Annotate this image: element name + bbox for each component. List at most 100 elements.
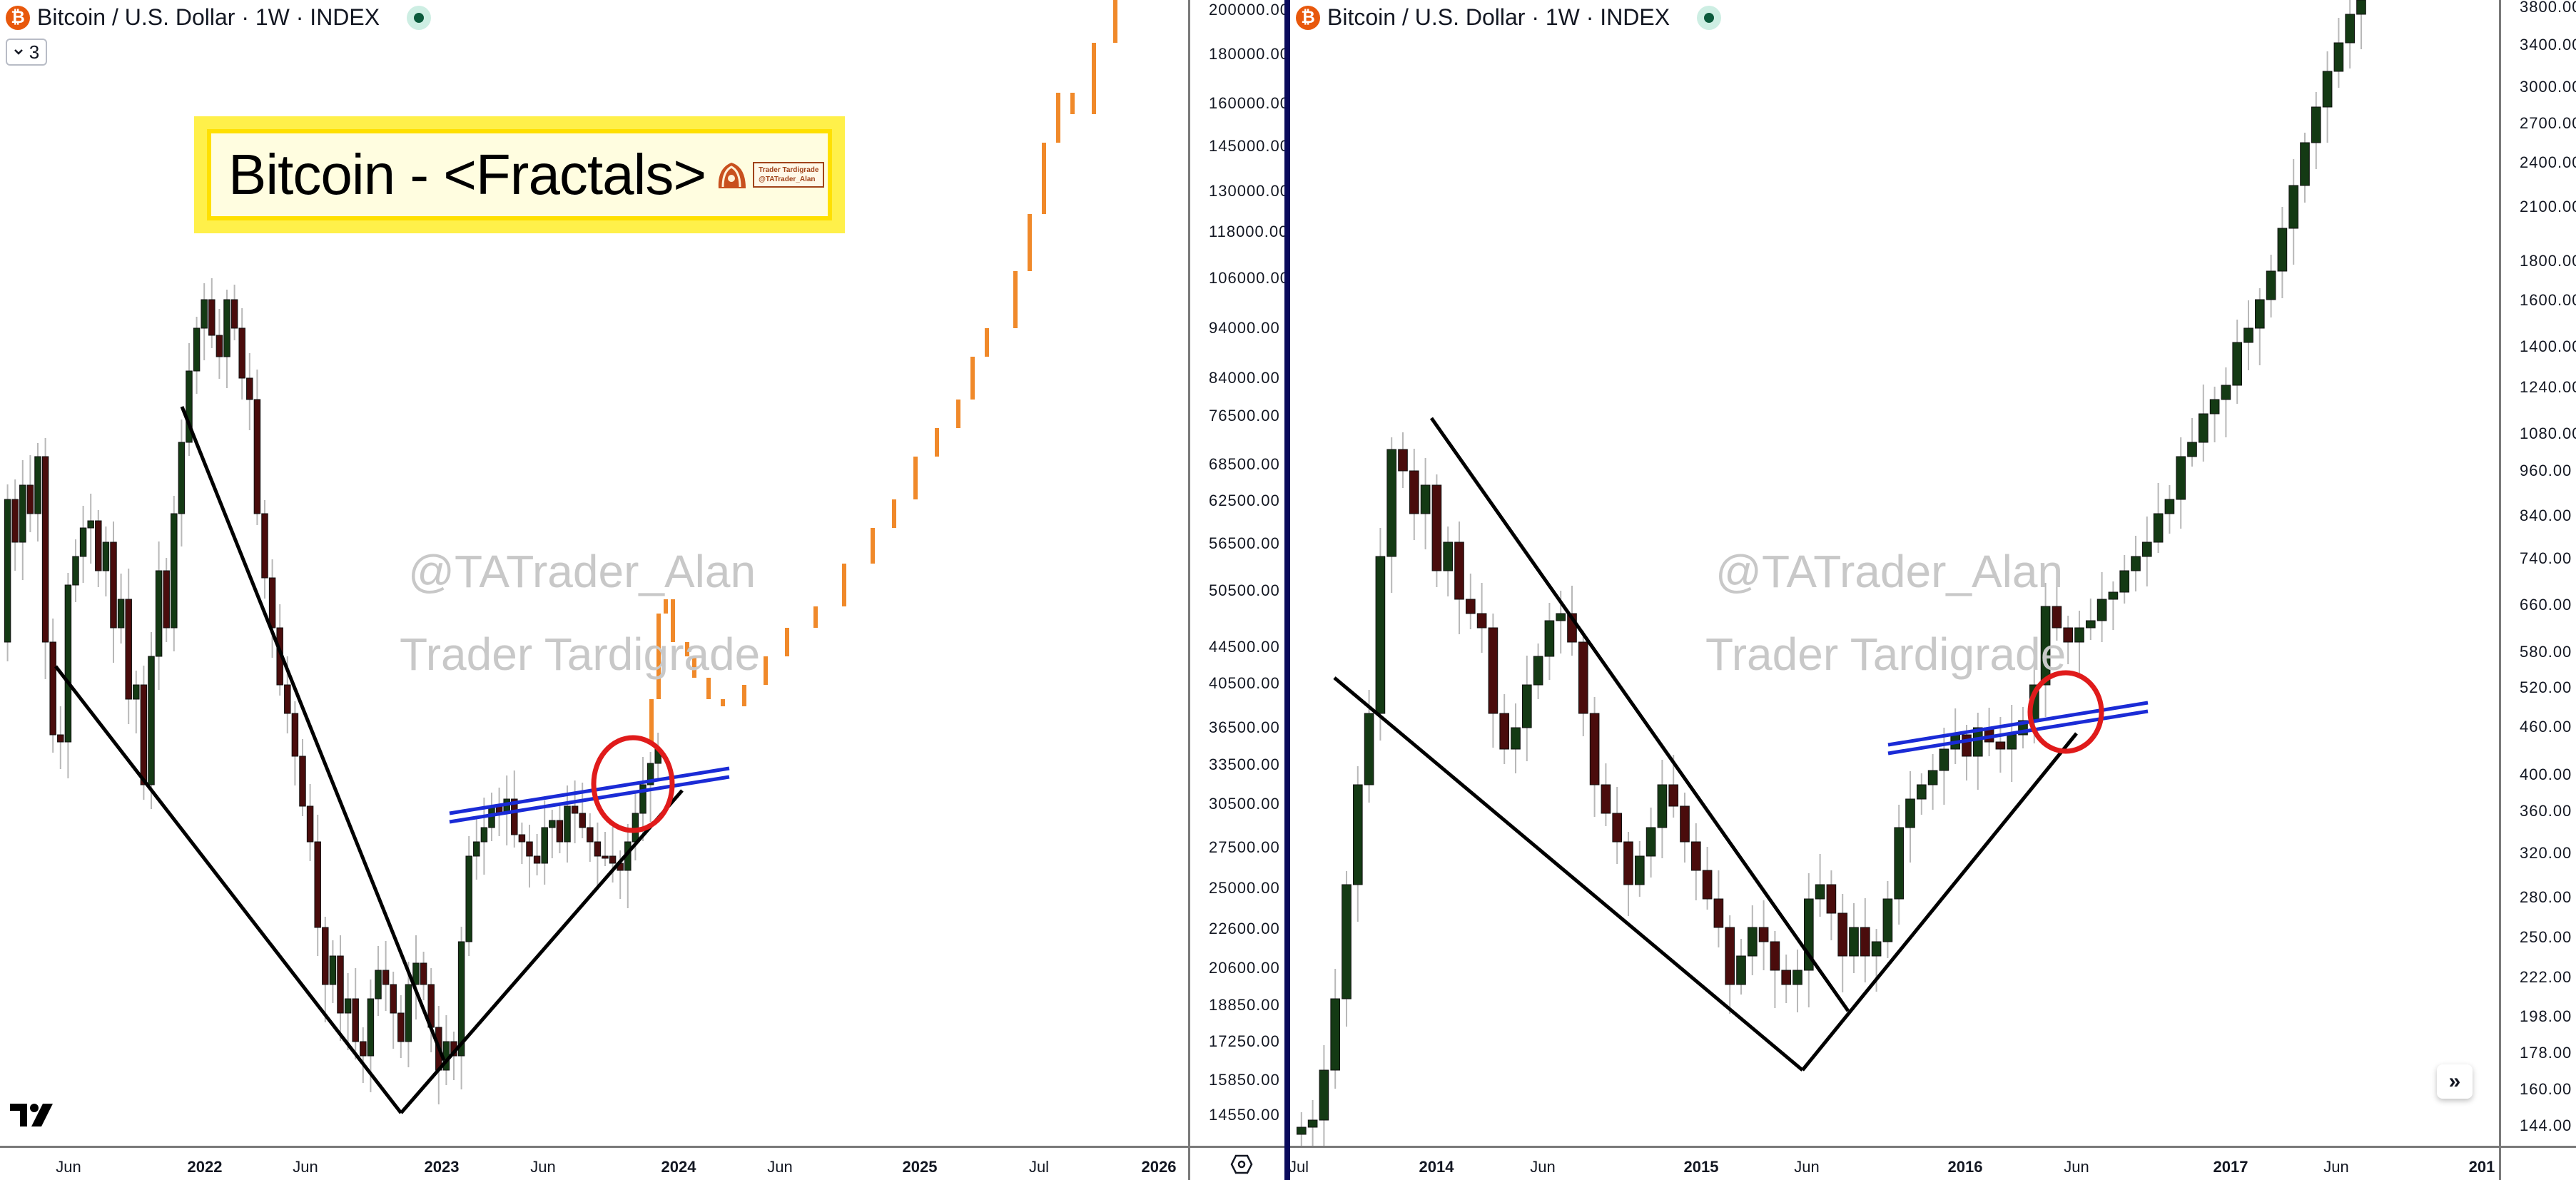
badge-line-2: @TATrader_Alan	[759, 176, 816, 183]
price-tick: 20600.00	[1209, 959, 1280, 977]
price-tick: 198.00	[2520, 1007, 2572, 1025]
price-tick: 960.00	[2520, 462, 2572, 479]
time-tick: Jun	[56, 1158, 81, 1176]
time-axis-right[interactable]: Jul 2014 Jun 2015 Jun 2016 Jun 2017 Jun 201	[1290, 1146, 2499, 1180]
price-tick: 3000.00	[2520, 78, 2576, 96]
time-tick: Jun	[2064, 1158, 2089, 1176]
breakout-circle	[591, 735, 675, 833]
price-tick: 200000.00	[1209, 1, 1284, 19]
time-tick: Jul	[1028, 1158, 1050, 1176]
price-tick: 160.00	[2520, 1080, 2572, 1098]
price-tick: 1800.00	[2520, 252, 2576, 270]
price-tick: 68500.00	[1209, 455, 1280, 473]
time-tick: Jun	[767, 1158, 793, 1176]
price-tick: 222.00	[2520, 968, 2572, 986]
wedge-lower-line	[1333, 676, 1804, 1072]
price-tick: 145000.00	[1209, 137, 1284, 155]
price-tick: 840.00	[2520, 507, 2572, 524]
price-tick: 2100.00	[2520, 198, 2576, 215]
candlestick-plot-right[interactable]	[1290, 0, 2499, 1146]
support-trendline	[1801, 732, 2078, 1072]
price-tick: 3400.00	[2520, 36, 2576, 54]
time-tick: 2025	[902, 1158, 938, 1176]
gear-hex-icon	[1230, 1154, 1253, 1174]
price-tick: 130000.00	[1209, 182, 1284, 200]
price-tick: 180000.00	[1209, 45, 1284, 63]
price-tick: 27500.00	[1209, 838, 1280, 856]
panel-divider[interactable]	[1284, 0, 1290, 1180]
legend-collapse-toggle[interactable]: 3	[6, 39, 47, 66]
price-tick: 320.00	[2520, 844, 2572, 862]
resistance-line-1	[449, 766, 730, 815]
wedge-upper-line	[180, 406, 446, 1061]
tradingview-logo[interactable]	[9, 1102, 54, 1128]
chart-panel-left[interactable]: ₿ Bitcoin / U.S. Dollar · 1W · INDEX 3 B…	[0, 0, 1284, 1180]
price-tick: 660.00	[2520, 596, 2572, 614]
price-tick: 360.00	[2520, 802, 2572, 820]
price-tick: 740.00	[2520, 549, 2572, 567]
price-tick: 520.00	[2520, 678, 2572, 696]
price-tick: 14550.00	[1209, 1106, 1280, 1124]
scroll-to-realtime-button[interactable]: »	[2437, 1064, 2473, 1099]
candlestick-plot-left[interactable]	[0, 0, 1188, 1146]
market-status-icon	[1697, 5, 1722, 30]
price-tick: 178.00	[2520, 1044, 2572, 1062]
price-tick: 1400.00	[2520, 337, 2576, 355]
bitcoin-icon: ₿	[1296, 5, 1320, 30]
time-tick: 2026	[1141, 1158, 1177, 1176]
price-tick: 84000.00	[1209, 369, 1280, 387]
support-trendline	[400, 789, 684, 1114]
price-tick: 2400.00	[2520, 153, 2576, 171]
resistance-line-2	[1887, 709, 2149, 756]
time-tick: 2014	[1419, 1158, 1454, 1176]
chevron-down-icon	[14, 49, 23, 55]
double-chevron-right-icon: »	[2448, 1069, 2461, 1093]
wedge-lower-line	[54, 665, 402, 1114]
price-tick: 160000.00	[1209, 94, 1284, 112]
chart-panel-right[interactable]: ₿ Bitcoin / U.S. Dollar · 1W · INDEX @TA…	[1290, 0, 2576, 1180]
symbol-header[interactable]: ₿ Bitcoin / U.S. Dollar · 1W · INDEX	[1296, 4, 1722, 31]
author-badge: Trader Tardigrade @TATrader_Alan	[753, 162, 825, 188]
wedge-upper-line	[1429, 417, 1850, 1012]
resistance-line-2	[449, 775, 730, 824]
price-axis-right[interactable]: 3800.00 3400.00 3000.00 2700.00 2400.00 2100.…	[2499, 0, 2576, 1147]
price-tick: 3800.00	[2520, 0, 2576, 16]
time-tick: 2016	[1947, 1158, 1983, 1176]
price-tick: 44500.00	[1209, 638, 1280, 656]
time-tick: Jun	[1530, 1158, 1556, 1176]
time-tick: Jun	[293, 1158, 318, 1176]
price-tick: 56500.00	[1209, 534, 1280, 552]
price-tick: 50500.00	[1209, 581, 1280, 599]
time-tick: Jun	[2323, 1158, 2349, 1176]
symbol-header[interactable]: ₿ Bitcoin / U.S. Dollar · 1W · INDEX	[6, 4, 432, 31]
breakout-circle	[2027, 670, 2104, 754]
symbol-title: Bitcoin / U.S. Dollar · 1W · INDEX	[1327, 4, 1670, 30]
title-banner: Bitcoin - <Fractals> Trader Tardigrade @…	[194, 116, 845, 233]
price-tick: 1240.00	[2520, 378, 2576, 396]
banner-title: Bitcoin - <Fractals>	[228, 143, 706, 206]
symbol-title: Bitcoin / U.S. Dollar · 1W · INDEX	[37, 4, 380, 30]
price-tick: 2700.00	[2520, 114, 2576, 132]
time-tick: 2022	[187, 1158, 223, 1176]
chart-settings-button[interactable]	[1227, 1151, 1256, 1177]
time-axis-left[interactable]: Jun 2022 Jun 2023 Jun 2024 Jun 2025 Jul 2026	[0, 1146, 1188, 1180]
price-tick: 280.00	[2520, 888, 2572, 906]
price-tick: 30500.00	[1209, 795, 1280, 813]
market-status-icon	[407, 5, 432, 30]
time-tick: Jun	[530, 1158, 556, 1176]
price-tick: 250.00	[2520, 928, 2572, 946]
price-tick: 36500.00	[1209, 718, 1280, 736]
price-tick: 94000.00	[1209, 319, 1280, 337]
time-tick: 2017	[2213, 1158, 2248, 1176]
time-tick: 2023	[424, 1158, 460, 1176]
price-tick: 62500.00	[1209, 492, 1280, 509]
price-tick: 17250.00	[1209, 1032, 1280, 1050]
price-axis-left[interactable]: 200000.00 180000.00 160000.00 145000.00 1300…	[1188, 0, 1284, 1147]
price-tick: 400.00	[2520, 766, 2572, 783]
price-tick: 22600.00	[1209, 920, 1280, 937]
price-tick: 25000.00	[1209, 879, 1280, 897]
price-tick: 106000.00	[1209, 269, 1284, 287]
resistance-line-1	[1887, 701, 2149, 747]
price-tick: 40500.00	[1209, 674, 1280, 692]
price-tick: 144.00	[2520, 1117, 2572, 1134]
